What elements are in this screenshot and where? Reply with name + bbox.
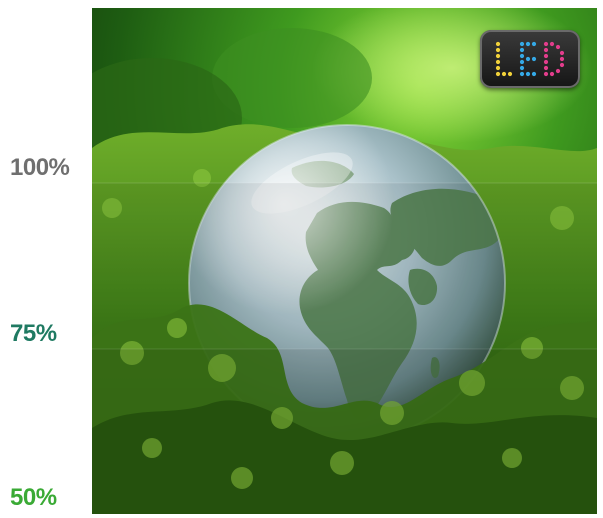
photo-illustration xyxy=(92,8,597,514)
brightness-label-50: 50% xyxy=(10,484,57,511)
brightness-band-75 xyxy=(92,183,597,349)
brightness-label-100: 100% xyxy=(10,154,70,181)
led-logo xyxy=(480,30,580,88)
foreground-moss xyxy=(92,169,597,514)
brightness-label-75: 75% xyxy=(10,320,57,347)
led-dot-matrix xyxy=(495,41,565,77)
led-letter-e xyxy=(519,41,537,77)
led-letter-l xyxy=(495,41,513,77)
globe-moss-photo xyxy=(92,8,597,514)
led-letter-d xyxy=(543,41,565,77)
brightness-band-50 xyxy=(92,349,597,514)
